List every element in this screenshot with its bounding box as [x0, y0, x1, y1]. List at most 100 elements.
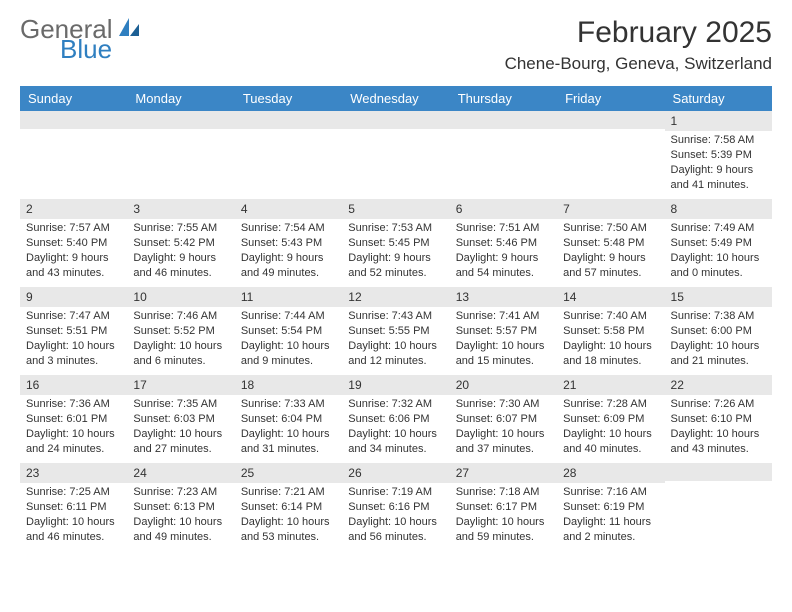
- day-number: 9: [20, 287, 127, 307]
- day-number: 1: [665, 111, 772, 131]
- calendar-cell: 12Sunrise: 7:43 AMSunset: 5:55 PMDayligh…: [342, 287, 449, 375]
- sunset-text: Sunset: 5:43 PM: [241, 236, 336, 251]
- day-number: 21: [557, 375, 664, 395]
- calendar-cell: 20Sunrise: 7:30 AMSunset: 6:07 PMDayligh…: [450, 375, 557, 463]
- sunrise-text: Sunrise: 7:25 AM: [26, 485, 121, 500]
- day-details: Sunrise: 7:38 AMSunset: 6:00 PMDaylight:…: [665, 307, 772, 372]
- day-number: 25: [235, 463, 342, 483]
- day-number: 17: [127, 375, 234, 395]
- day-details: Sunrise: 7:23 AMSunset: 6:13 PMDaylight:…: [127, 483, 234, 548]
- day-header: Wednesday: [342, 86, 449, 111]
- calendar-cell: 25Sunrise: 7:21 AMSunset: 6:14 PMDayligh…: [235, 463, 342, 551]
- day-header: Thursday: [450, 86, 557, 111]
- sunset-text: Sunset: 6:09 PM: [563, 412, 658, 427]
- day-details: Sunrise: 7:41 AMSunset: 5:57 PMDaylight:…: [450, 307, 557, 372]
- sunrise-text: Sunrise: 7:51 AM: [456, 221, 551, 236]
- day-details: Sunrise: 7:26 AMSunset: 6:10 PMDaylight:…: [665, 395, 772, 460]
- daylight-text: Daylight: 10 hours and 46 minutes.: [26, 515, 121, 545]
- sunset-text: Sunset: 6:13 PM: [133, 500, 228, 515]
- month-title: February 2025: [505, 16, 772, 50]
- calendar-cell: 14Sunrise: 7:40 AMSunset: 5:58 PMDayligh…: [557, 287, 664, 375]
- sunrise-text: Sunrise: 7:33 AM: [241, 397, 336, 412]
- calendar-cell: [127, 111, 234, 199]
- sunrise-text: Sunrise: 7:36 AM: [26, 397, 121, 412]
- calendar-week-row: 1Sunrise: 7:58 AMSunset: 5:39 PMDaylight…: [20, 111, 772, 199]
- daylight-text: Daylight: 10 hours and 59 minutes.: [456, 515, 551, 545]
- daylight-text: Daylight: 11 hours and 2 minutes.: [563, 515, 658, 545]
- sunrise-text: Sunrise: 7:54 AM: [241, 221, 336, 236]
- day-number: 12: [342, 287, 449, 307]
- sunrise-text: Sunrise: 7:28 AM: [563, 397, 658, 412]
- sunrise-text: Sunrise: 7:46 AM: [133, 309, 228, 324]
- calendar-cell: 5Sunrise: 7:53 AMSunset: 5:45 PMDaylight…: [342, 199, 449, 287]
- calendar-cell: 21Sunrise: 7:28 AMSunset: 6:09 PMDayligh…: [557, 375, 664, 463]
- day-number: 28: [557, 463, 664, 483]
- calendar-cell: 27Sunrise: 7:18 AMSunset: 6:17 PMDayligh…: [450, 463, 557, 551]
- sunrise-text: Sunrise: 7:41 AM: [456, 309, 551, 324]
- day-number: 3: [127, 199, 234, 219]
- calendar-cell: 18Sunrise: 7:33 AMSunset: 6:04 PMDayligh…: [235, 375, 342, 463]
- calendar-cell: 8Sunrise: 7:49 AMSunset: 5:49 PMDaylight…: [665, 199, 772, 287]
- day-details: Sunrise: 7:58 AMSunset: 5:39 PMDaylight:…: [665, 131, 772, 196]
- location-subtitle: Chene-Bourg, Geneva, Switzerland: [505, 54, 772, 74]
- day-details: Sunrise: 7:18 AMSunset: 6:17 PMDaylight:…: [450, 483, 557, 548]
- day-header: Saturday: [665, 86, 772, 111]
- calendar-cell: 28Sunrise: 7:16 AMSunset: 6:19 PMDayligh…: [557, 463, 664, 551]
- calendar-cell: 2Sunrise: 7:57 AMSunset: 5:40 PMDaylight…: [20, 199, 127, 287]
- day-details: Sunrise: 7:47 AMSunset: 5:51 PMDaylight:…: [20, 307, 127, 372]
- calendar-cell: 7Sunrise: 7:50 AMSunset: 5:48 PMDaylight…: [557, 199, 664, 287]
- daylight-text: Daylight: 10 hours and 34 minutes.: [348, 427, 443, 457]
- sunset-text: Sunset: 6:04 PM: [241, 412, 336, 427]
- daylight-text: Daylight: 10 hours and 21 minutes.: [671, 339, 766, 369]
- calendar-body: 1Sunrise: 7:58 AMSunset: 5:39 PMDaylight…: [20, 111, 772, 551]
- day-details: Sunrise: 7:55 AMSunset: 5:42 PMDaylight:…: [127, 219, 234, 284]
- sunrise-text: Sunrise: 7:44 AM: [241, 309, 336, 324]
- calendar-week-row: 2Sunrise: 7:57 AMSunset: 5:40 PMDaylight…: [20, 199, 772, 287]
- day-details: Sunrise: 7:28 AMSunset: 6:09 PMDaylight:…: [557, 395, 664, 460]
- sunrise-text: Sunrise: 7:57 AM: [26, 221, 121, 236]
- day-number: 19: [342, 375, 449, 395]
- calendar-cell: 26Sunrise: 7:19 AMSunset: 6:16 PMDayligh…: [342, 463, 449, 551]
- sunset-text: Sunset: 5:54 PM: [241, 324, 336, 339]
- sunrise-text: Sunrise: 7:58 AM: [671, 133, 766, 148]
- day-number: 11: [235, 287, 342, 307]
- sunrise-text: Sunrise: 7:21 AM: [241, 485, 336, 500]
- sunset-text: Sunset: 6:11 PM: [26, 500, 121, 515]
- sunrise-text: Sunrise: 7:18 AM: [456, 485, 551, 500]
- sunset-text: Sunset: 5:57 PM: [456, 324, 551, 339]
- calendar-cell: 15Sunrise: 7:38 AMSunset: 6:00 PMDayligh…: [665, 287, 772, 375]
- sunset-text: Sunset: 6:10 PM: [671, 412, 766, 427]
- day-number: 7: [557, 199, 664, 219]
- sunrise-text: Sunrise: 7:50 AM: [563, 221, 658, 236]
- day-number: 15: [665, 287, 772, 307]
- calendar-week-row: 23Sunrise: 7:25 AMSunset: 6:11 PMDayligh…: [20, 463, 772, 551]
- sunrise-text: Sunrise: 7:16 AM: [563, 485, 658, 500]
- daylight-text: Daylight: 10 hours and 3 minutes.: [26, 339, 121, 369]
- calendar-cell: [665, 463, 772, 551]
- sunrise-text: Sunrise: 7:47 AM: [26, 309, 121, 324]
- day-details: Sunrise: 7:44 AMSunset: 5:54 PMDaylight:…: [235, 307, 342, 372]
- calendar-cell: [20, 111, 127, 199]
- day-details: Sunrise: 7:33 AMSunset: 6:04 PMDaylight:…: [235, 395, 342, 460]
- sunrise-text: Sunrise: 7:38 AM: [671, 309, 766, 324]
- daylight-text: Daylight: 10 hours and 40 minutes.: [563, 427, 658, 457]
- calendar-cell: 1Sunrise: 7:58 AMSunset: 5:39 PMDaylight…: [665, 111, 772, 199]
- daylight-text: Daylight: 10 hours and 31 minutes.: [241, 427, 336, 457]
- day-number: [127, 111, 234, 129]
- sunset-text: Sunset: 5:40 PM: [26, 236, 121, 251]
- daylight-text: Daylight: 9 hours and 49 minutes.: [241, 251, 336, 281]
- sunset-text: Sunset: 5:45 PM: [348, 236, 443, 251]
- sunrise-text: Sunrise: 7:19 AM: [348, 485, 443, 500]
- sunset-text: Sunset: 5:58 PM: [563, 324, 658, 339]
- daylight-text: Daylight: 10 hours and 49 minutes.: [133, 515, 228, 545]
- day-number: 4: [235, 199, 342, 219]
- sunset-text: Sunset: 5:51 PM: [26, 324, 121, 339]
- calendar-cell: 24Sunrise: 7:23 AMSunset: 6:13 PMDayligh…: [127, 463, 234, 551]
- daylight-text: Daylight: 10 hours and 56 minutes.: [348, 515, 443, 545]
- day-number: 5: [342, 199, 449, 219]
- day-number: 20: [450, 375, 557, 395]
- day-details: Sunrise: 7:21 AMSunset: 6:14 PMDaylight:…: [235, 483, 342, 548]
- day-details: Sunrise: 7:50 AMSunset: 5:48 PMDaylight:…: [557, 219, 664, 284]
- sunset-text: Sunset: 6:06 PM: [348, 412, 443, 427]
- sunset-text: Sunset: 5:49 PM: [671, 236, 766, 251]
